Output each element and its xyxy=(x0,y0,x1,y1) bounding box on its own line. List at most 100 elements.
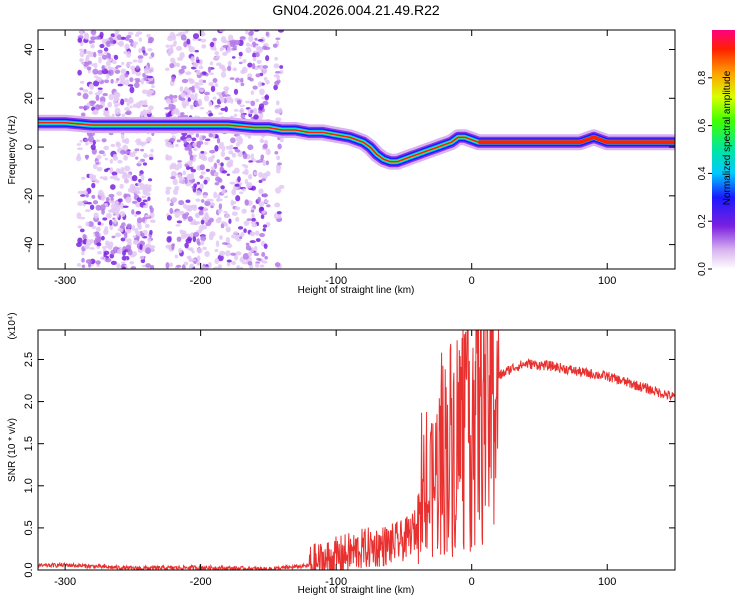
snr-xlabel: Height of straight line (km) xyxy=(298,585,415,596)
figure-title: GN04.2026.004.21.49.R22 xyxy=(272,2,440,18)
noise-speck xyxy=(218,203,223,210)
noise-speck xyxy=(122,205,129,209)
noise-speck xyxy=(147,238,152,243)
noise-speck xyxy=(214,248,219,253)
noise-speck xyxy=(246,181,253,189)
noise-speck xyxy=(119,74,126,81)
noise-speck xyxy=(216,193,221,201)
noise-speck xyxy=(210,203,216,207)
noise-speck xyxy=(183,41,188,48)
noise-speck xyxy=(249,231,256,237)
noise-speck xyxy=(236,238,241,242)
noise-speck xyxy=(216,159,220,164)
noise-speck xyxy=(143,154,150,158)
noise-speck xyxy=(274,56,278,61)
noise-speck xyxy=(248,173,253,180)
noise-speck xyxy=(247,73,253,79)
noise-speck xyxy=(143,99,148,106)
noise-speck xyxy=(250,100,256,107)
noise-speck xyxy=(226,45,232,53)
noise-speck xyxy=(219,166,224,171)
noise-speck xyxy=(206,198,211,202)
noise-speck xyxy=(140,148,145,152)
noise-speck xyxy=(120,237,126,242)
noise-speck xyxy=(145,109,152,115)
noise-speck xyxy=(208,217,214,223)
noise-speck xyxy=(244,168,249,176)
noise-speck xyxy=(130,266,137,269)
noise-speck xyxy=(188,247,193,251)
noise-speck xyxy=(128,96,134,102)
noise-speck xyxy=(175,109,180,116)
noise-speck xyxy=(178,199,185,206)
noise-speck xyxy=(178,247,183,254)
noise-speck xyxy=(172,178,178,186)
noise-speck xyxy=(234,149,241,153)
noise-speck xyxy=(177,160,182,163)
noise-speck xyxy=(124,111,131,115)
noise-speck xyxy=(233,113,238,118)
noise-speck xyxy=(182,230,187,235)
noise-speck xyxy=(138,101,145,106)
noise-speck xyxy=(142,77,149,81)
noise-speck xyxy=(127,31,134,36)
noise-speck xyxy=(188,149,193,157)
noise-speck xyxy=(193,147,198,152)
noise-speck xyxy=(117,198,123,203)
noise-speck xyxy=(144,183,149,187)
noise-speck xyxy=(274,151,279,155)
colorbar: 0.0 0.2 0.4 0.6 0.8 Normalized spectral ampl… xyxy=(697,30,735,276)
noise-speck xyxy=(257,39,264,42)
noise-speck xyxy=(198,206,205,211)
noise-speck xyxy=(113,91,120,99)
noise-speck xyxy=(197,98,202,105)
noise-speck xyxy=(219,95,223,101)
noise-speck xyxy=(258,258,262,262)
noise-speck xyxy=(135,210,142,215)
noise-speck xyxy=(202,224,208,230)
noise-speck xyxy=(262,45,268,50)
noise-speck xyxy=(275,100,280,106)
noise-speck xyxy=(185,233,192,237)
noise-speck xyxy=(245,30,249,35)
noise-speck xyxy=(202,79,207,84)
noise-speck xyxy=(214,83,219,87)
noise-speck xyxy=(114,69,121,74)
noise-speck xyxy=(254,262,260,268)
noise-speck xyxy=(141,89,148,95)
colorbar-tick-label: 0.8 xyxy=(697,70,708,84)
noise-speck xyxy=(121,255,127,261)
noise-speck xyxy=(140,232,145,238)
noise-speck xyxy=(137,248,144,253)
noise-speck xyxy=(250,249,255,253)
noise-speck xyxy=(91,110,99,115)
colorbar-tick-label: 0.4 xyxy=(697,166,708,180)
noise-speck xyxy=(82,200,89,204)
colorbar-gradient xyxy=(712,30,735,269)
noise-speck xyxy=(275,167,281,174)
noise-speck xyxy=(225,236,230,244)
noise-speck xyxy=(81,251,85,256)
noise-speck xyxy=(262,100,269,106)
noise-speck xyxy=(186,255,192,260)
noise-speck xyxy=(168,94,174,100)
noise-speck xyxy=(138,48,142,53)
noise-speck xyxy=(245,42,250,47)
noise-speck xyxy=(185,238,192,244)
noise-speck xyxy=(104,157,109,161)
noise-speck xyxy=(201,44,207,49)
noise-speck xyxy=(102,92,108,97)
noise-speck xyxy=(231,152,237,158)
noise-speck xyxy=(204,266,210,269)
noise-speck xyxy=(229,77,235,80)
noise-speck xyxy=(88,83,94,89)
noise-speck xyxy=(216,137,221,144)
noise-speck xyxy=(252,205,256,209)
y-tick-label: 0.5 xyxy=(23,520,35,535)
noise-speck xyxy=(85,141,89,146)
noise-speck xyxy=(110,203,117,210)
noise-speck xyxy=(125,228,132,234)
noise-speck xyxy=(198,88,205,93)
noise-speck xyxy=(260,138,264,144)
noise-speck xyxy=(171,243,175,251)
